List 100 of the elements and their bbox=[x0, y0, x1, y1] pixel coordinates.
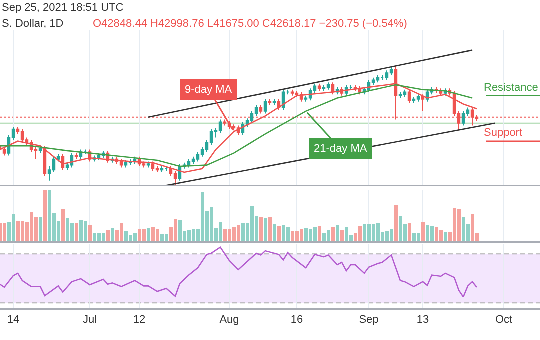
bar bbox=[358, 226, 362, 241]
series-label: Resistance bbox=[484, 82, 538, 94]
candlestick bbox=[349, 84, 353, 90]
candlestick bbox=[142, 161, 146, 168]
bar bbox=[106, 230, 110, 241]
x-tick-label: Sep bbox=[359, 314, 379, 326]
chart-subtitle: O42848.44 H42998.76 L41675.00 C42618.17 −230.75 (−0.54%) bbox=[93, 18, 408, 30]
candlestick bbox=[322, 84, 326, 92]
bar bbox=[43, 190, 47, 241]
bar bbox=[273, 224, 276, 241]
candlestick bbox=[380, 74, 384, 81]
candlestick bbox=[462, 110, 466, 126]
bar bbox=[457, 208, 461, 241]
bar bbox=[88, 224, 92, 241]
bar bbox=[318, 226, 321, 241]
candlestick bbox=[412, 96, 416, 104]
candlestick bbox=[84, 149, 88, 156]
candlestick bbox=[2, 146, 6, 156]
candlestick bbox=[74, 152, 78, 160]
candlestick bbox=[259, 104, 263, 114]
bar bbox=[3, 222, 6, 241]
bar bbox=[39, 216, 42, 241]
bar bbox=[385, 230, 389, 241]
bar bbox=[336, 224, 339, 241]
bar bbox=[412, 232, 416, 241]
bar bbox=[304, 228, 308, 241]
text: Sep 25, 2021 18:51 UTC bbox=[2, 2, 124, 14]
candlestick bbox=[290, 89, 294, 96]
x-tick-label: 14 bbox=[7, 314, 20, 326]
bar bbox=[286, 226, 290, 241]
x-tick-label: 16 bbox=[290, 314, 304, 326]
series-label: Support bbox=[484, 127, 523, 139]
bar bbox=[340, 230, 344, 241]
x-tick-label: Jul bbox=[82, 314, 98, 326]
candlestick bbox=[160, 166, 164, 173]
candlestick bbox=[398, 92, 402, 99]
bar bbox=[111, 228, 114, 241]
bar bbox=[313, 226, 317, 241]
bar bbox=[232, 226, 236, 241]
candlestick bbox=[120, 158, 124, 168]
bar bbox=[394, 204, 398, 241]
candlestick bbox=[318, 83, 322, 92]
bar bbox=[142, 228, 146, 241]
bar bbox=[430, 226, 434, 241]
bar bbox=[16, 220, 20, 241]
bar bbox=[97, 232, 101, 241]
bar bbox=[124, 230, 128, 241]
bar bbox=[376, 222, 380, 241]
bar bbox=[187, 230, 191, 241]
bar bbox=[277, 226, 281, 241]
bar bbox=[268, 216, 272, 241]
candlestick bbox=[376, 74, 380, 84]
bar bbox=[367, 224, 371, 241]
bar bbox=[444, 232, 447, 241]
bar bbox=[264, 218, 267, 241]
candlestick bbox=[223, 119, 227, 126]
x-tick-label: 13 bbox=[416, 314, 430, 326]
bar bbox=[160, 234, 164, 241]
x-tick-label: 12 bbox=[133, 314, 146, 326]
bar bbox=[151, 226, 155, 241]
bar bbox=[439, 230, 443, 241]
bar bbox=[147, 228, 150, 241]
bar bbox=[295, 230, 299, 241]
candlestick bbox=[124, 160, 128, 168]
candlestick bbox=[187, 158, 191, 168]
bar bbox=[408, 222, 411, 241]
bar bbox=[133, 232, 137, 241]
candlestick bbox=[268, 98, 272, 106]
candlestick bbox=[385, 70, 389, 81]
candlestick bbox=[196, 152, 200, 162]
candlestick bbox=[403, 89, 407, 98]
bar bbox=[178, 220, 182, 241]
candlestick bbox=[272, 98, 276, 106]
candlestick bbox=[38, 146, 42, 154]
candlestick bbox=[326, 82, 330, 90]
x-tick-label: Aug bbox=[220, 314, 240, 326]
bar bbox=[0, 222, 2, 241]
bar bbox=[259, 216, 263, 241]
candlestick bbox=[192, 156, 196, 165]
candlestick bbox=[164, 166, 168, 172]
bar bbox=[75, 222, 78, 241]
x-tick-label: Oct bbox=[495, 314, 513, 326]
bar bbox=[322, 232, 326, 241]
candlestick bbox=[146, 161, 150, 168]
bar bbox=[79, 220, 83, 241]
annotation: 9-day MA bbox=[185, 84, 233, 96]
candlestick bbox=[416, 94, 420, 102]
candlestick bbox=[421, 94, 425, 112]
candlestick bbox=[264, 98, 268, 114]
chart-title: S. Dollar, 1D bbox=[2, 18, 64, 30]
candlestick bbox=[286, 89, 290, 96]
bar bbox=[250, 206, 254, 241]
bar bbox=[421, 222, 425, 241]
candlestick bbox=[20, 128, 24, 144]
candlestick bbox=[408, 89, 412, 104]
bar bbox=[331, 226, 335, 241]
bar bbox=[61, 208, 65, 241]
bar bbox=[241, 222, 245, 241]
bar bbox=[223, 228, 227, 241]
annotation: 21-day MA bbox=[314, 143, 368, 155]
